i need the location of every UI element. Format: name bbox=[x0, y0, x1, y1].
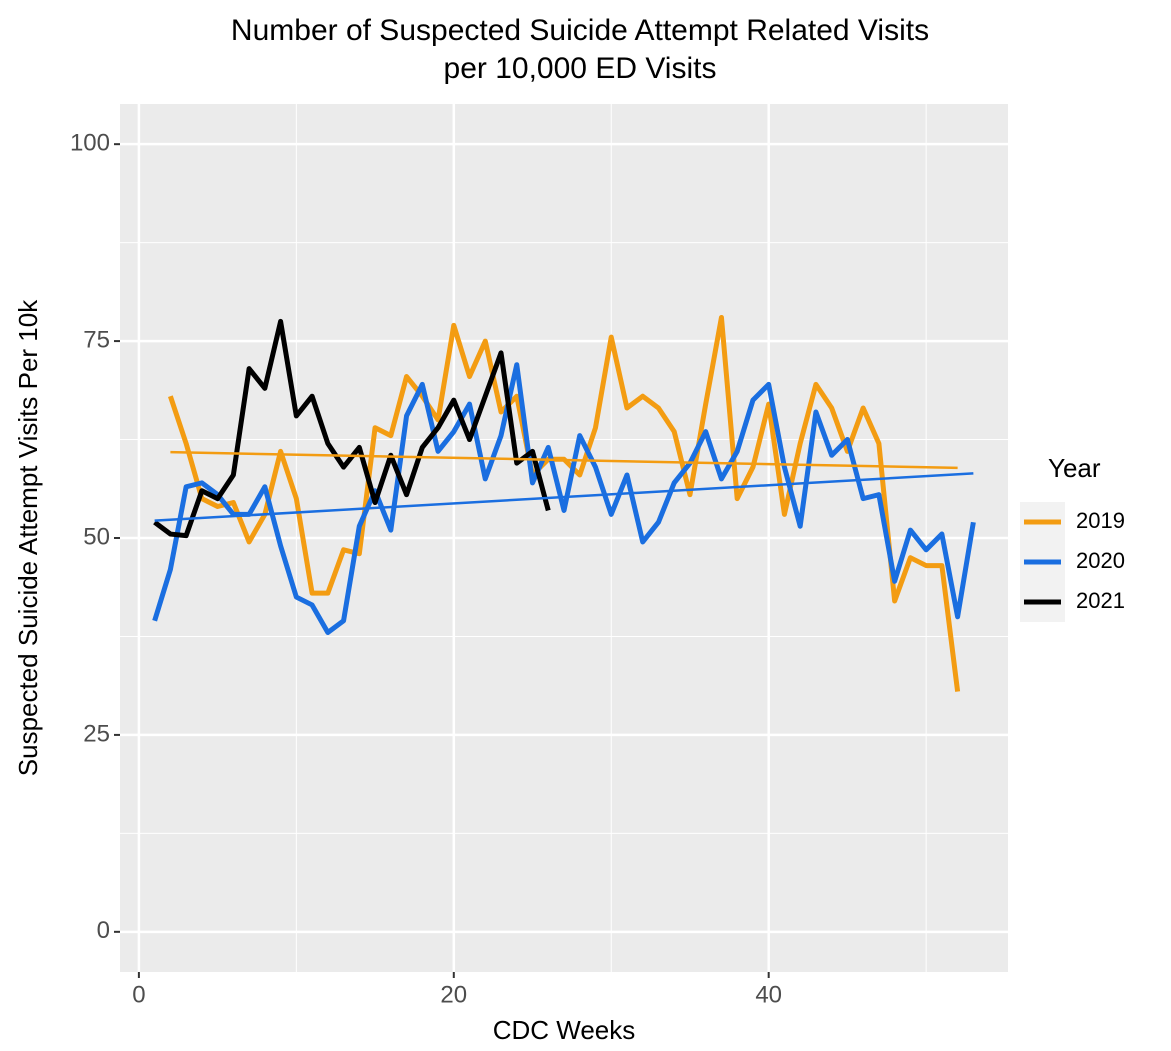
y-tick-label: 50 bbox=[83, 523, 110, 550]
y-tick-label: 25 bbox=[83, 720, 110, 747]
y-tick-label: 0 bbox=[97, 917, 110, 944]
y-axis-label: Suspected Suicide Attempt Visits Per 10k bbox=[13, 299, 43, 776]
x-axis-label: CDC Weeks bbox=[493, 1015, 636, 1045]
trend-line bbox=[154, 472, 974, 522]
x-tick-label: 0 bbox=[132, 981, 145, 1008]
legend-label: 2019 bbox=[1076, 508, 1125, 533]
legend-label: 2021 bbox=[1076, 588, 1125, 613]
chart-title: Number of Suspected Suicide Attempt Rela… bbox=[231, 14, 929, 47]
trend-line bbox=[170, 450, 958, 470]
legend-label: 2020 bbox=[1076, 548, 1125, 573]
y-tick-label: 100 bbox=[70, 130, 110, 157]
x-tick-label: 20 bbox=[440, 981, 467, 1008]
series-line bbox=[152, 362, 976, 636]
series-line bbox=[153, 318, 551, 539]
legend-title: Year bbox=[1048, 453, 1101, 483]
x-tick-label: 40 bbox=[755, 981, 782, 1008]
y-tick-label: 75 bbox=[83, 326, 110, 353]
chart-title: per 10,000 ED Visits bbox=[444, 52, 717, 85]
